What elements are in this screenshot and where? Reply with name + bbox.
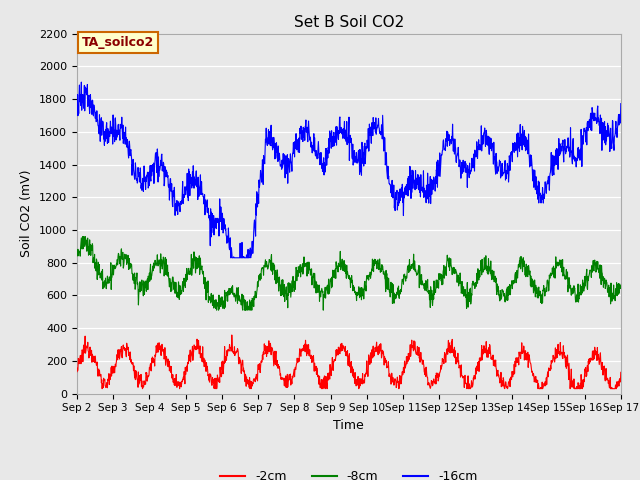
Title: Set B Soil CO2: Set B Soil CO2 xyxy=(294,15,404,30)
Y-axis label: Soil CO2 (mV): Soil CO2 (mV) xyxy=(20,170,33,257)
X-axis label: Time: Time xyxy=(333,419,364,432)
Legend: -2cm, -8cm, -16cm: -2cm, -8cm, -16cm xyxy=(215,465,483,480)
Text: TA_soilco2: TA_soilco2 xyxy=(82,36,154,49)
